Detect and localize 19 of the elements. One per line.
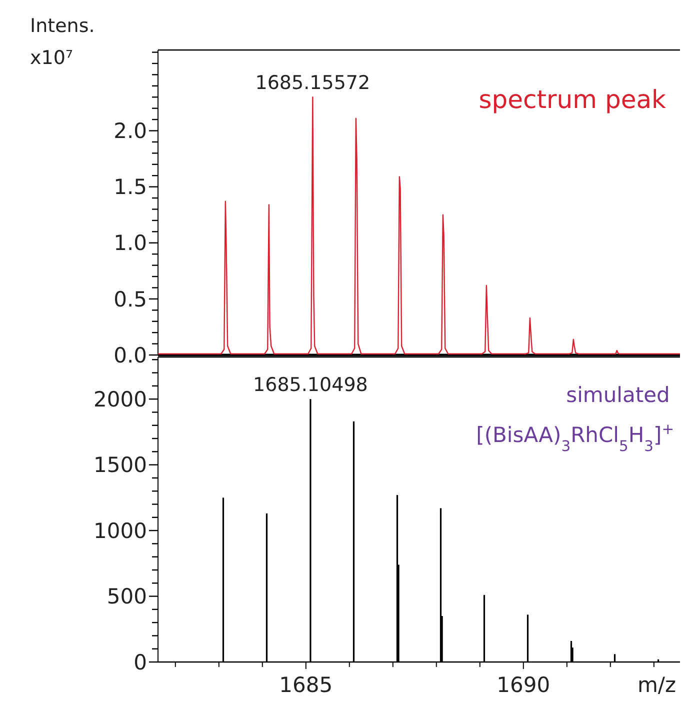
y-tick-label: 1500 [94, 453, 147, 478]
x-tick-label: 1685 [279, 673, 333, 697]
y-tick-label: 2.0 [114, 119, 147, 144]
y-tick-label: 2000 [94, 387, 147, 412]
x-tick-label: 1690 [496, 673, 550, 697]
y-tick-label: 500 [106, 584, 147, 609]
annotation: 1685.10498 [253, 374, 368, 396]
y-tick-label: 0.0 [114, 343, 147, 368]
text: spectrum peak [478, 85, 667, 114]
y-tick-label: 0 [134, 650, 147, 674]
y-tick-label: 1.5 [114, 175, 147, 200]
y-tick-label: 1000 [94, 518, 147, 543]
x-axis-title: m/z [637, 673, 676, 697]
y-axis-title: Intens. x10⁷ [30, 15, 95, 69]
annotation: 1685.15572 [255, 72, 370, 94]
annotation: [(BisAA)$_{3}$RhCl$_{5}$H$_{3}$]$^{+}$ [476, 420, 674, 454]
y-tick-label: 1.0 [114, 231, 147, 256]
y-tick-label: 0.5 [114, 287, 147, 312]
annotation: simulated [566, 383, 670, 407]
